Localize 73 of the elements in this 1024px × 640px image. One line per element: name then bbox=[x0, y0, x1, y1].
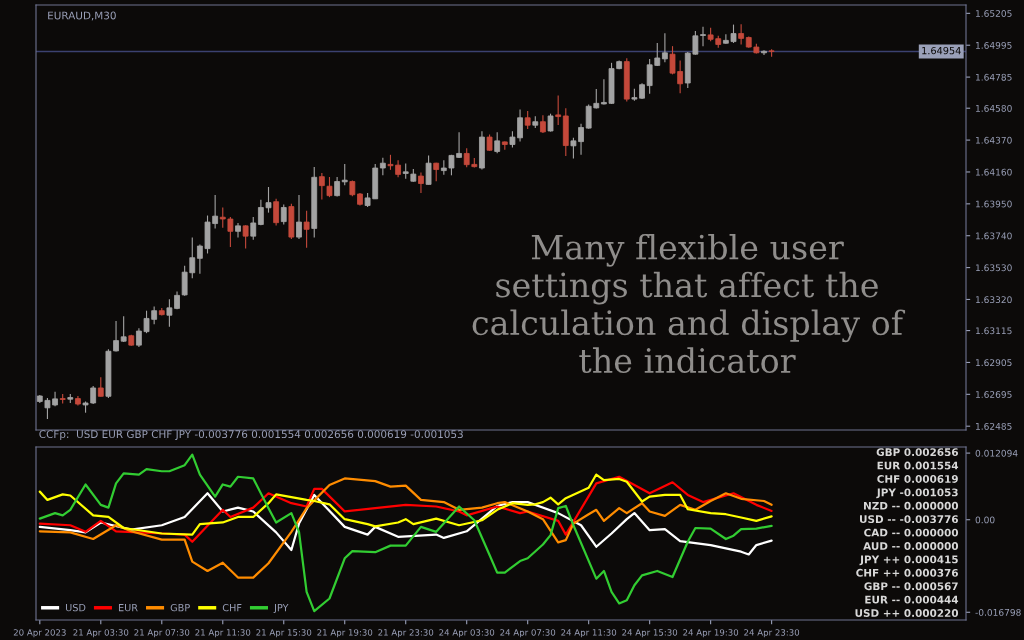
y-tick-label: 1.64370 bbox=[976, 136, 1012, 144]
legend-label: EUR bbox=[118, 604, 138, 612]
annotation: EUR -- 0.000444 bbox=[865, 595, 959, 604]
y-tick-label: 1.63320 bbox=[976, 296, 1012, 304]
annotation: GBP 0.002656 bbox=[876, 448, 958, 457]
x-tick-label: 24 Apr 11:30 bbox=[561, 629, 617, 638]
candlestick bbox=[425, 154, 432, 185]
y-tick-label: 1.65205 bbox=[976, 10, 1012, 17]
y-tick-label: -0.016798 bbox=[975, 609, 1021, 616]
candlestick bbox=[59, 393, 66, 405]
ref-line-label: 1.64954 bbox=[922, 46, 961, 55]
x-tick-label: 24 Apr 19:30 bbox=[683, 629, 739, 638]
candlestick bbox=[303, 210, 310, 249]
text: EURAUD,M30 bbox=[48, 11, 116, 21]
candlestick bbox=[128, 334, 135, 347]
annotation: USD -- -0.003776 bbox=[860, 515, 958, 524]
y-tick-label: 1.64160 bbox=[976, 168, 1012, 176]
candlestick bbox=[326, 176, 333, 198]
y-tick-label: 1.62695 bbox=[976, 391, 1012, 398]
annotation: NZD -- 0.000000 bbox=[864, 501, 959, 510]
x-tick-label: 21 Apr 07:30 bbox=[134, 629, 190, 638]
candlestick bbox=[555, 95, 562, 126]
candlestick bbox=[486, 133, 493, 152]
y-tick-label: 1.63740 bbox=[976, 232, 1012, 240]
annotation: AUD -- 0.000000 bbox=[863, 542, 959, 550]
legend-label: JPY bbox=[273, 604, 289, 614]
candlestick bbox=[768, 48, 775, 58]
candlestick bbox=[524, 110, 531, 130]
x-tick-label: 21 Apr 19:30 bbox=[317, 629, 373, 638]
y-tick-label: 1.64580 bbox=[976, 104, 1012, 112]
annotation: CHF 0.000619 bbox=[877, 475, 958, 483]
legend-label: CHF bbox=[222, 603, 242, 612]
annotation: CHF ++ 0.000376 bbox=[856, 568, 958, 577]
y-tick-label: 1.63115 bbox=[976, 327, 1012, 335]
y-tick-label: 0.012094 bbox=[975, 449, 1018, 457]
annotation: JPY ++ 0.000415 bbox=[859, 555, 958, 566]
y-tick-label: 1.64995 bbox=[976, 41, 1012, 49]
candlestick bbox=[67, 393, 74, 404]
annotation: GBP -- 0.000567 bbox=[864, 582, 958, 591]
y-tick-label: 1.62485 bbox=[976, 422, 1012, 430]
candlestick bbox=[250, 216, 257, 241]
line-series bbox=[38, 453, 773, 613]
candlestick bbox=[547, 113, 554, 133]
candlestick bbox=[532, 115, 539, 129]
y-tick-label: 1.63530 bbox=[976, 264, 1012, 272]
candlestick bbox=[242, 224, 249, 250]
annotation: Many flexible user settings that affect the calculation and display of the indicator bbox=[472, 233, 906, 374]
chart-title: CCFp: USD EUR GBP CHF JPY -0.003776 0.001554 0.002656 0.000619 -0.001053 bbox=[39, 430, 463, 441]
y-tick-label: 1.63950 bbox=[976, 200, 1012, 208]
x-tick-label: 21 Apr 03:30 bbox=[73, 629, 129, 638]
annotation: USD ++ 0.000220 bbox=[855, 609, 959, 617]
x-tick-label: 24 Apr 15:30 bbox=[622, 629, 678, 638]
y-tick-label: 0.00 bbox=[975, 516, 995, 524]
line-series bbox=[38, 492, 773, 556]
annotation: EUR 0.001554 bbox=[877, 461, 959, 470]
candlestick bbox=[494, 131, 501, 154]
annotation: JPY -0.001053 bbox=[876, 488, 958, 499]
candlestick bbox=[120, 315, 127, 343]
x-tick-label: 21 Apr 11:30 bbox=[195, 629, 251, 638]
y-tick-label: 1.64785 bbox=[976, 73, 1012, 81]
candlestick bbox=[158, 307, 165, 317]
annotation: CAD -- 0.000000 bbox=[864, 528, 959, 537]
candlestick bbox=[97, 376, 104, 398]
x-tick-label: 24 Apr 07:30 bbox=[500, 629, 556, 638]
x-tick-label: 24 Apr 23:30 bbox=[744, 629, 800, 638]
y-tick-label: 1.62905 bbox=[976, 359, 1012, 367]
x-tick-label: 21 Apr 15:30 bbox=[256, 629, 312, 638]
x-tick-label: 21 Apr 23:30 bbox=[378, 629, 434, 638]
line-series bbox=[38, 477, 773, 579]
x-tick-label: 20 Apr 2023 bbox=[13, 629, 66, 638]
legend-label: USD bbox=[66, 603, 86, 612]
x-tick-label: 24 Apr 03:30 bbox=[439, 629, 495, 638]
legend-label: GBP bbox=[170, 603, 190, 612]
